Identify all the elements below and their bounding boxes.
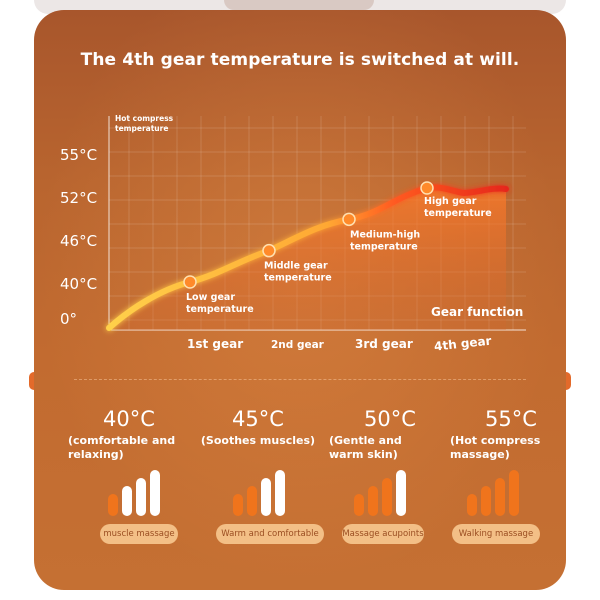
intensity-level-icon xyxy=(467,468,527,516)
data-point xyxy=(420,181,434,195)
mode-button[interactable]: Walking massage xyxy=(452,524,540,544)
intensity-bar xyxy=(368,486,378,516)
mode-description: (Gentle and warm skin) xyxy=(329,434,402,461)
data-label: Middle gear temperature xyxy=(264,261,332,284)
y-tick-label: 40°C xyxy=(60,275,97,293)
intensity-bar xyxy=(108,494,118,516)
mode-list: 40°C (comfortable and relaxing) muscle mas… xyxy=(34,406,566,576)
mode-column: 45°C (Soothes muscles) xyxy=(193,406,323,464)
data-label: Medium-high temperature xyxy=(350,229,420,252)
mode-temperature: 40°C xyxy=(103,407,155,431)
intensity-bar xyxy=(382,478,392,516)
data-point xyxy=(262,243,276,258)
mode-temperature: 50°C xyxy=(364,407,416,431)
data-label: High gear temperature xyxy=(424,196,492,219)
headline: The 4th gear temperature is switched at … xyxy=(80,50,520,70)
intensity-bar xyxy=(122,486,132,516)
y-axis-label: Hot compress temperature xyxy=(115,114,176,133)
chart-area-fill xyxy=(109,187,506,330)
intensity-bar xyxy=(354,494,364,516)
intensity-bar xyxy=(136,478,146,516)
x-tick-label: 2nd gear xyxy=(271,339,325,351)
data-point xyxy=(183,275,197,289)
x-tick-label: 3rd gear xyxy=(355,337,413,351)
intensity-bar xyxy=(233,494,243,516)
intensity-bar xyxy=(275,470,285,516)
x-tick-label: 4th gear xyxy=(433,334,492,354)
y-tick-label: 52°C xyxy=(60,189,97,207)
data-label: Low gear temperature xyxy=(186,292,254,315)
mode-column: 40°C (comfortable and relaxing) xyxy=(64,406,194,464)
intensity-bar xyxy=(396,470,406,516)
section-divider xyxy=(74,379,526,380)
intensity-level-icon xyxy=(233,468,293,516)
intensity-bar xyxy=(481,486,491,516)
mode-description: (comfortable and relaxing) xyxy=(68,434,176,461)
mode-temperature: 55°C xyxy=(485,407,537,431)
data-point xyxy=(342,212,356,227)
x-axis-label: Gear function xyxy=(431,305,523,319)
mode-column: 50°C (Gentle and warm skin) xyxy=(325,406,455,464)
mode-description: (Soothes muscles) xyxy=(200,434,316,447)
intensity-bar xyxy=(247,486,257,516)
mode-temperature: 45°C xyxy=(232,407,284,431)
y-tick-label: 0° xyxy=(60,310,77,328)
intensity-bar xyxy=(150,470,160,516)
mode-description: (Hot compress massage) xyxy=(450,434,541,461)
intensity-level-icon xyxy=(108,468,168,516)
mode-button[interactable]: Warm and comfortable xyxy=(216,524,324,544)
mode-button[interactable]: Massage acupoints xyxy=(342,524,424,544)
intensity-bar xyxy=(495,478,505,516)
x-tick-label: 1st gear xyxy=(187,337,243,351)
intensity-bar xyxy=(509,470,519,516)
right-edge-marker xyxy=(561,372,571,390)
temperature-chart: Low gear temperature Middle gear temperatur… xyxy=(60,114,526,354)
intensity-level-icon xyxy=(354,468,414,516)
intensity-bar xyxy=(467,494,477,516)
y-tick-label: 55°C xyxy=(60,146,97,164)
mode-button[interactable]: muscle massage xyxy=(100,524,178,544)
feature-card: The 4th gear temperature is switched at … xyxy=(34,10,566,590)
y-tick-label: 46°C xyxy=(60,232,97,250)
intensity-bar xyxy=(261,478,271,516)
mode-column: 55°C (Hot compress massage) xyxy=(446,406,566,464)
